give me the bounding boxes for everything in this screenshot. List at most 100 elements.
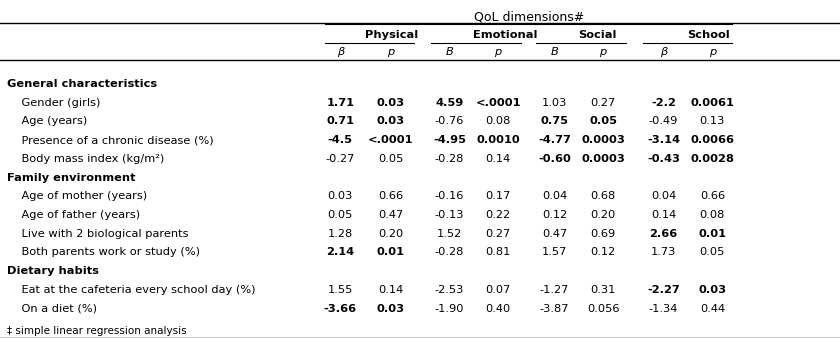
Text: -0.43: -0.43	[647, 154, 680, 164]
Text: 1.52: 1.52	[437, 229, 462, 239]
Text: 0.01: 0.01	[376, 247, 405, 258]
Text: -3.87: -3.87	[539, 304, 570, 314]
Text: -1.27: -1.27	[540, 285, 569, 295]
Text: 0.47: 0.47	[378, 210, 403, 220]
Text: Presence of a chronic disease (%): Presence of a chronic disease (%)	[7, 135, 213, 145]
Text: 0.13: 0.13	[700, 117, 725, 126]
Text: 0.03: 0.03	[698, 285, 727, 295]
Text: 0.08: 0.08	[486, 117, 511, 126]
Text: B: B	[550, 47, 559, 57]
Text: 0.0003: 0.0003	[581, 135, 625, 145]
Text: -2.2: -2.2	[651, 98, 676, 108]
Text: -0.28: -0.28	[435, 247, 464, 258]
Text: 0.12: 0.12	[591, 247, 616, 258]
Text: 1.71: 1.71	[326, 98, 354, 108]
Text: -1.90: -1.90	[434, 304, 465, 314]
Text: 0.056: 0.056	[587, 304, 619, 314]
Text: 0.0061: 0.0061	[690, 98, 734, 108]
Text: -0.28: -0.28	[435, 154, 464, 164]
Text: 2.66: 2.66	[649, 229, 678, 239]
Text: Body mass index (kg/m²): Body mass index (kg/m²)	[7, 154, 164, 164]
Text: <.0001: <.0001	[475, 98, 521, 108]
Text: 0.81: 0.81	[486, 247, 511, 258]
Text: Emotional: Emotional	[473, 30, 538, 41]
Text: General characteristics: General characteristics	[7, 79, 157, 89]
Text: β: β	[337, 47, 344, 57]
Text: Both parents work or study (%): Both parents work or study (%)	[7, 247, 200, 258]
Text: -0.13: -0.13	[434, 210, 465, 220]
Text: 0.40: 0.40	[486, 304, 511, 314]
Text: 0.04: 0.04	[651, 191, 676, 201]
Text: 0.17: 0.17	[486, 191, 511, 201]
Text: School: School	[687, 30, 730, 41]
Text: 4.59: 4.59	[435, 98, 464, 108]
Text: -0.27: -0.27	[326, 154, 354, 164]
Text: 0.27: 0.27	[591, 98, 616, 108]
Text: Live with 2 biological parents: Live with 2 biological parents	[7, 229, 188, 239]
Text: 1.55: 1.55	[328, 285, 353, 295]
Text: p: p	[600, 47, 606, 57]
Text: -3.66: -3.66	[323, 304, 357, 314]
Text: 0.05: 0.05	[328, 210, 353, 220]
Text: 0.0066: 0.0066	[690, 135, 734, 145]
Text: Age of mother (years): Age of mother (years)	[7, 191, 147, 201]
Text: -2.27: -2.27	[648, 285, 680, 295]
Text: B: B	[445, 47, 454, 57]
Text: 0.20: 0.20	[378, 229, 403, 239]
Text: Dietary habits: Dietary habits	[7, 266, 98, 276]
Text: 0.14: 0.14	[486, 154, 511, 164]
Text: 0.20: 0.20	[591, 210, 616, 220]
Text: 0.75: 0.75	[540, 117, 569, 126]
Text: 0.44: 0.44	[700, 304, 725, 314]
Text: 1.57: 1.57	[542, 247, 567, 258]
Text: Physical: Physical	[365, 30, 417, 41]
Text: 0.47: 0.47	[542, 229, 567, 239]
Text: p: p	[495, 47, 501, 57]
Text: -3.14: -3.14	[647, 135, 680, 145]
Text: 1.73: 1.73	[651, 247, 676, 258]
Text: 0.66: 0.66	[378, 191, 403, 201]
Text: On a diet (%): On a diet (%)	[7, 304, 97, 314]
Text: 0.22: 0.22	[486, 210, 511, 220]
Text: p: p	[709, 47, 716, 57]
Text: 0.03: 0.03	[376, 117, 405, 126]
Text: Social: Social	[578, 30, 617, 41]
Text: ‡ simple linear regression analysis: ‡ simple linear regression analysis	[7, 325, 186, 336]
Text: 0.66: 0.66	[700, 191, 725, 201]
Text: 0.05: 0.05	[700, 247, 725, 258]
Text: 0.08: 0.08	[700, 210, 725, 220]
Text: 0.07: 0.07	[486, 285, 511, 295]
Text: -0.60: -0.60	[538, 154, 571, 164]
Text: 1.28: 1.28	[328, 229, 353, 239]
Text: Family environment: Family environment	[7, 173, 135, 183]
Text: 0.03: 0.03	[376, 304, 405, 314]
Text: 0.05: 0.05	[378, 154, 403, 164]
Text: -2.53: -2.53	[435, 285, 464, 295]
Text: 0.69: 0.69	[591, 229, 616, 239]
Text: 0.04: 0.04	[542, 191, 567, 201]
Text: 0.01: 0.01	[698, 229, 727, 239]
Text: β: β	[660, 47, 667, 57]
Text: 0.31: 0.31	[591, 285, 616, 295]
Text: 0.0028: 0.0028	[690, 154, 734, 164]
Text: 0.03: 0.03	[376, 98, 405, 108]
Text: -4.95: -4.95	[433, 135, 466, 145]
Text: 2.14: 2.14	[326, 247, 354, 258]
Text: p: p	[387, 47, 394, 57]
Text: -4.5: -4.5	[328, 135, 353, 145]
Text: -4.77: -4.77	[538, 135, 571, 145]
Text: 0.14: 0.14	[651, 210, 676, 220]
Text: 0.03: 0.03	[328, 191, 353, 201]
Text: 0.68: 0.68	[591, 191, 616, 201]
Text: 0.12: 0.12	[542, 210, 567, 220]
Text: -0.76: -0.76	[435, 117, 464, 126]
Text: 0.05: 0.05	[589, 117, 617, 126]
Text: -0.16: -0.16	[435, 191, 464, 201]
Text: QoL dimensions#: QoL dimensions#	[474, 10, 585, 23]
Text: <.0001: <.0001	[368, 135, 413, 145]
Text: 0.27: 0.27	[486, 229, 511, 239]
Text: 0.71: 0.71	[326, 117, 354, 126]
Text: Gender (girls): Gender (girls)	[7, 98, 100, 108]
Text: 0.14: 0.14	[378, 285, 403, 295]
Text: -0.49: -0.49	[649, 117, 678, 126]
